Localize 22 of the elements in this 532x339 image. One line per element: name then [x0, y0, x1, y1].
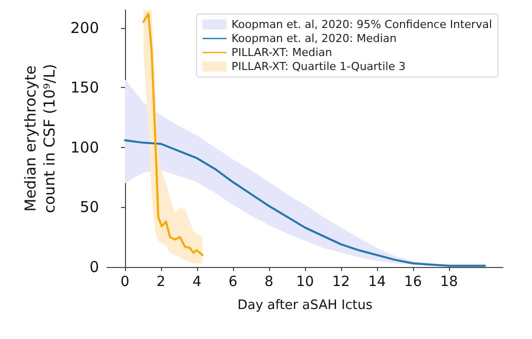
legend-label: PILLAR-XT: Median	[231, 46, 332, 59]
x-tick-label: 0	[120, 274, 130, 290]
y-tick-label: 200	[70, 18, 99, 37]
x-tick-label: 4	[192, 274, 202, 290]
x-tick-label: 2	[156, 274, 166, 290]
x-tick-label: 6	[228, 274, 238, 290]
legend-label: Koopman et. al, 2020: 95% Confidence Interval	[231, 18, 492, 31]
x-tick-label: 16	[404, 274, 422, 290]
y-tick-label: 50	[80, 198, 99, 216]
line-series	[124, 139, 486, 267]
y-tick-label: 150	[70, 78, 99, 97]
x-tick-label: 8	[264, 274, 274, 290]
x-axis-title: Day after aSAH Ictus	[237, 298, 373, 313]
x-tick-label: 18	[440, 274, 458, 290]
x-tick-label: 10	[296, 274, 314, 290]
y-tick-label: 100	[70, 138, 99, 156]
y-axis-title: Median erythrocyte count in CSF (10⁹/L)	[22, 64, 58, 214]
y-tick-label: 0	[89, 258, 99, 276]
legend-label: PILLAR-XT: Quartile 1-Quartile 3	[231, 60, 406, 73]
x-tick-label: 12	[332, 274, 350, 290]
legend-label: Koopman et. al, 2020: Median	[231, 32, 397, 45]
x-tick-label: 14	[368, 274, 386, 290]
